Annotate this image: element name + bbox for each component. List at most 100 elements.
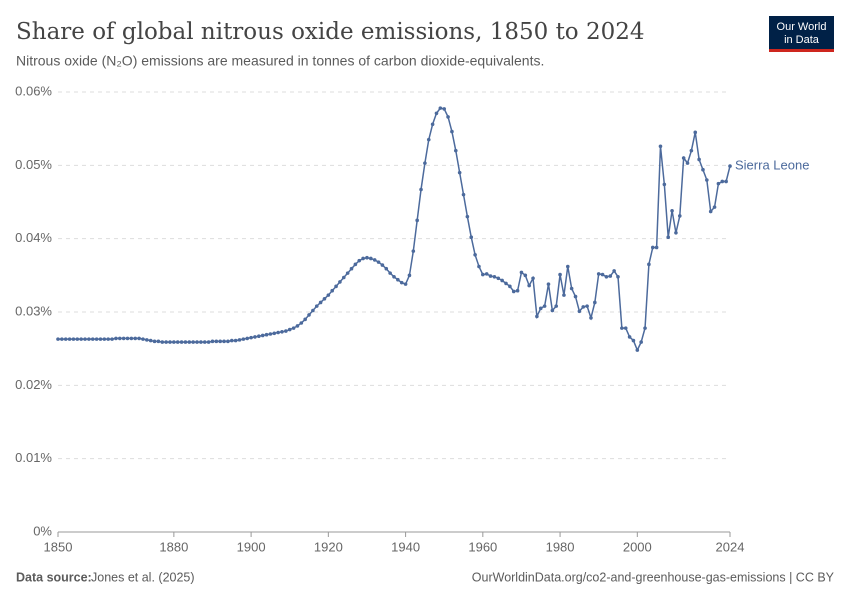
point	[299, 321, 304, 325]
point	[152, 339, 157, 344]
point	[318, 300, 323, 305]
point	[689, 148, 694, 153]
x-tick-label: 2024	[716, 539, 745, 554]
point	[612, 269, 616, 273]
point	[701, 167, 705, 172]
point	[446, 115, 450, 119]
point	[693, 130, 698, 135]
point	[488, 274, 493, 278]
point	[705, 178, 709, 182]
logo-text: Our World	[777, 21, 827, 33]
point	[98, 337, 103, 341]
point	[523, 273, 528, 278]
point	[187, 340, 192, 344]
point	[616, 275, 620, 279]
point	[307, 313, 311, 317]
x-tick-label: 1960	[468, 539, 497, 554]
footer: OurWorldinData.org/co2-and-greenhouse-ga…	[472, 570, 835, 584]
y-tick-label: 0.06%	[15, 83, 52, 98]
point	[604, 275, 609, 279]
point	[639, 340, 643, 344]
point	[430, 122, 435, 127]
point	[369, 256, 373, 261]
series-line	[58, 107, 731, 352]
point	[71, 337, 76, 341]
point	[83, 337, 87, 341]
point	[195, 340, 199, 344]
point	[295, 324, 300, 328]
point	[229, 338, 234, 343]
logo-stripe	[769, 49, 834, 52]
x-tick-label: 1980	[546, 539, 575, 554]
point	[160, 340, 165, 344]
point	[403, 282, 408, 286]
point	[504, 281, 508, 286]
point	[481, 272, 485, 277]
point	[63, 337, 68, 341]
point	[210, 339, 215, 344]
point	[311, 308, 315, 313]
point	[175, 340, 180, 344]
x-tick-label: 1880	[159, 539, 188, 554]
point	[376, 260, 381, 264]
point	[129, 336, 134, 341]
point	[546, 282, 551, 286]
point	[353, 262, 358, 267]
point	[249, 335, 253, 340]
point	[623, 326, 628, 330]
point	[666, 235, 671, 239]
point	[206, 340, 211, 344]
point	[573, 294, 578, 299]
point	[380, 263, 385, 267]
point	[457, 170, 462, 175]
point	[345, 271, 350, 275]
point	[593, 300, 597, 305]
x-tick-label: 2000	[623, 539, 652, 554]
point	[585, 304, 589, 308]
point	[716, 181, 721, 186]
point	[720, 179, 725, 184]
point	[558, 272, 562, 277]
point	[662, 182, 667, 187]
point	[272, 331, 277, 336]
point	[434, 111, 439, 116]
point	[257, 334, 261, 339]
point	[287, 327, 292, 332]
point	[75, 337, 80, 341]
point	[450, 129, 454, 134]
point	[654, 245, 659, 250]
point	[724, 179, 728, 184]
point	[438, 106, 443, 110]
point	[697, 157, 701, 162]
point	[322, 297, 327, 301]
point	[133, 336, 138, 341]
source-label: Data source:	[16, 570, 92, 584]
point	[214, 339, 219, 344]
point	[399, 280, 404, 285]
point	[268, 332, 273, 336]
point	[419, 187, 423, 192]
point	[179, 340, 184, 344]
point	[589, 316, 593, 320]
point	[465, 214, 470, 219]
point	[531, 276, 535, 281]
point	[407, 273, 412, 278]
y-tick-label: 0%	[33, 523, 52, 538]
point	[461, 192, 466, 197]
x-tick-label: 1940	[391, 539, 420, 554]
point	[334, 284, 338, 289]
point	[492, 275, 497, 279]
logo-text: in Data	[784, 34, 820, 46]
point	[164, 340, 168, 344]
point	[233, 338, 238, 343]
point	[183, 340, 188, 344]
point	[674, 231, 678, 235]
point	[361, 256, 365, 261]
point	[284, 329, 288, 333]
x-tick-label: 1920	[314, 539, 343, 554]
point	[67, 337, 72, 341]
point	[631, 338, 636, 343]
y-tick-label: 0.01%	[15, 450, 52, 465]
point	[388, 271, 392, 275]
point	[643, 326, 647, 330]
